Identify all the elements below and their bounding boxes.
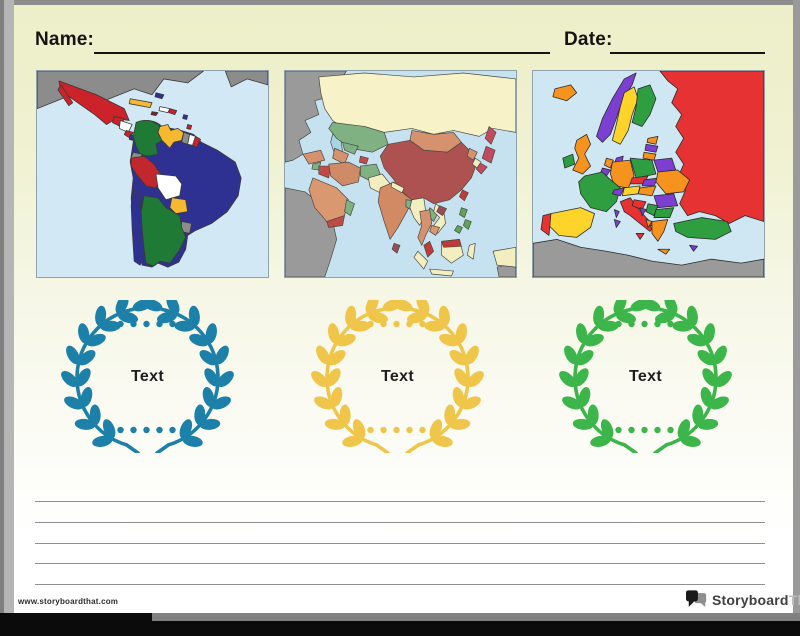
- map-europe-image[interactable]: [532, 70, 765, 278]
- wreath-text-placeholder[interactable]: Text: [131, 368, 164, 385]
- map-latin-america-image[interactable]: [36, 70, 269, 278]
- map-asia-image[interactable]: [284, 70, 517, 278]
- date-label: Date:: [564, 29, 613, 50]
- europe-map-icon: [533, 71, 764, 277]
- logo-text-primary: Storyboard: [712, 591, 789, 608]
- asia-map-icon: [285, 71, 516, 277]
- award-wreath-3[interactable]: Text: [538, 300, 753, 453]
- worksheet-page: Name: Date:: [14, 5, 800, 613]
- website-url: www.storyboardthat.com: [18, 597, 119, 606]
- writing-line[interactable]: [35, 501, 765, 502]
- window-frame-left: [0, 0, 14, 636]
- speech-bubbles-icon: [686, 590, 707, 607]
- window-frame-right: [793, 0, 800, 636]
- date-input-line[interactable]: [610, 52, 765, 54]
- writing-line[interactable]: [35, 522, 765, 523]
- bottom-black-bar: [0, 621, 800, 636]
- logo-text-secondary: That: [788, 591, 800, 608]
- storyboardthat-logo: StoryboardThat: [686, 590, 800, 609]
- award-wreath-1[interactable]: Text: [40, 300, 255, 453]
- writing-line[interactable]: [35, 584, 765, 585]
- name-label: Name:: [35, 29, 95, 50]
- latin-america-map-icon: [37, 71, 268, 277]
- writing-line[interactable]: [35, 563, 765, 564]
- award-wreath-2[interactable]: Text: [290, 300, 505, 453]
- name-input-line[interactable]: [94, 52, 550, 54]
- wreath-text-placeholder[interactable]: Text: [381, 368, 414, 385]
- wreath-text-placeholder[interactable]: Text: [629, 368, 662, 385]
- writing-line[interactable]: [35, 543, 765, 544]
- logo-text: StoryboardThat: [712, 592, 800, 608]
- window-frame-top: [0, 0, 800, 5]
- window-frame-bottom: [152, 613, 800, 621]
